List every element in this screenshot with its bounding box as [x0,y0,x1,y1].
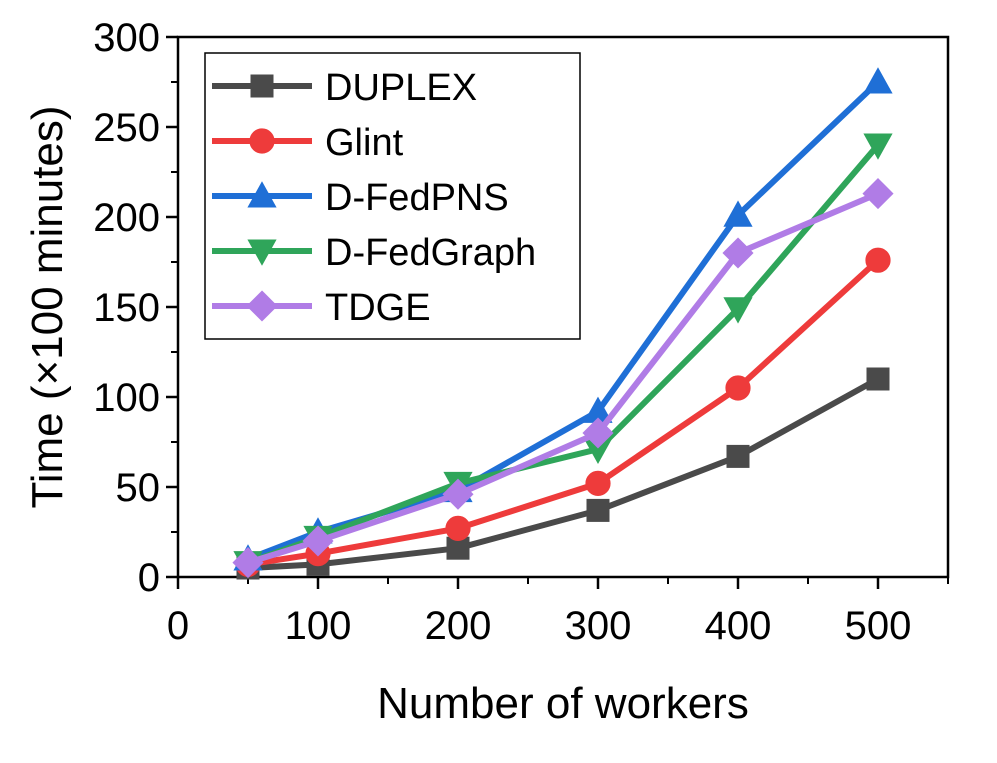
data-point [586,498,610,522]
data-point [723,297,753,324]
legend-label: TDGE [325,287,431,329]
legend-entry: D-FedPNS [212,177,509,219]
x-tick-label: 300 [565,604,632,648]
y-tick-label: 0 [138,556,160,600]
x-tick-label: 0 [167,604,189,648]
legend-entry: TDGE [212,287,431,329]
legend-marker [247,181,277,208]
data-point [726,444,750,468]
legend-marker [249,128,275,154]
data-point [723,200,753,227]
x-tick-label: 100 [285,604,352,648]
legend-marker [246,290,278,322]
legend-marker [247,239,277,266]
series-line [246,79,881,562]
data-point [862,178,894,210]
data-point [585,470,611,496]
data-point [722,237,754,269]
data-point [442,478,474,510]
data-point [302,525,334,557]
y-tick-label: 300 [93,16,160,60]
x-axis-title: Number of workers [377,679,749,728]
legend-entry: Glint [212,122,404,164]
data-point [725,375,751,401]
series-layer [232,67,894,580]
x-tick-label: 400 [705,604,772,648]
legend-label: Glint [325,122,404,164]
data-point [866,367,890,391]
series-line [247,376,880,571]
data-point [863,133,893,160]
legend-entry: DUPLEX [212,67,477,109]
y-tick-label: 50 [116,466,161,510]
x-axis: 0 100 200 300 400 500 [167,577,949,648]
y-tick-label: 100 [93,376,160,420]
data-point [582,417,614,449]
legend-entry: D-FedGraph [212,232,536,274]
y-tick-label: 200 [93,196,160,240]
y-tick-label: 150 [93,286,160,330]
legend-label: D-FedPNS [325,177,509,219]
x-tick-label: 200 [425,604,492,648]
series-duplex [236,367,890,580]
y-axis-title: Time (×100 minutes) [23,105,72,508]
data-point [865,247,891,273]
x-tick-label: 500 [845,604,912,648]
data-point [863,67,893,94]
legend-label: D-FedGraph [325,232,536,274]
legend: DUPLEX Glint D-FedPNS D-FedGraph TDGE [204,52,581,340]
data-point [232,547,264,579]
y-axis: 0 50 100 150 200 250 300 [93,16,178,600]
legend-label: DUPLEX [325,67,477,109]
y-tick-label: 250 [93,106,160,150]
data-point [445,515,471,542]
series-tdge [232,178,894,579]
legend-marker [250,74,274,98]
